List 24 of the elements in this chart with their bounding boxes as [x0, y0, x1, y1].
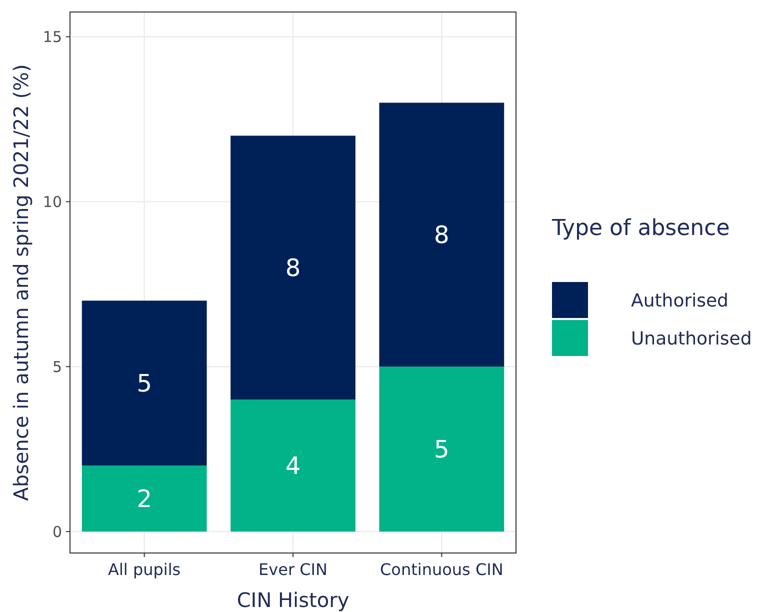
y-tick-label: 0 — [52, 522, 62, 541]
legend-label: Authorised — [631, 290, 728, 312]
data-label: 5 — [434, 435, 450, 464]
legend-label: Unauthorised — [631, 328, 752, 350]
bar — [82, 300, 207, 466]
bar — [82, 466, 207, 532]
y-tick-label: 10 — [42, 192, 62, 211]
x-tick-label: Ever CIN — [258, 560, 328, 579]
y-tick-label: 15 — [42, 28, 62, 46]
bar — [379, 366, 504, 532]
bar — [230, 400, 356, 532]
x-tick-label: Continuous CIN — [380, 560, 504, 579]
x-axis-title: CIN History — [236, 588, 350, 612]
bar — [379, 102, 504, 367]
x-tick-label: All pupils — [108, 560, 181, 579]
data-label: 8 — [434, 221, 450, 250]
data-label: 5 — [136, 370, 152, 398]
y-tick-label: 5 — [52, 358, 62, 376]
bar — [230, 136, 356, 400]
data-label: 8 — [285, 254, 301, 282]
data-label: 2 — [136, 484, 152, 513]
y-axis-title: Absence in autumn and spring 2021/22 (%) — [9, 64, 33, 501]
legend-title: Type of absence — [551, 216, 730, 241]
data-label: 4 — [285, 452, 301, 480]
